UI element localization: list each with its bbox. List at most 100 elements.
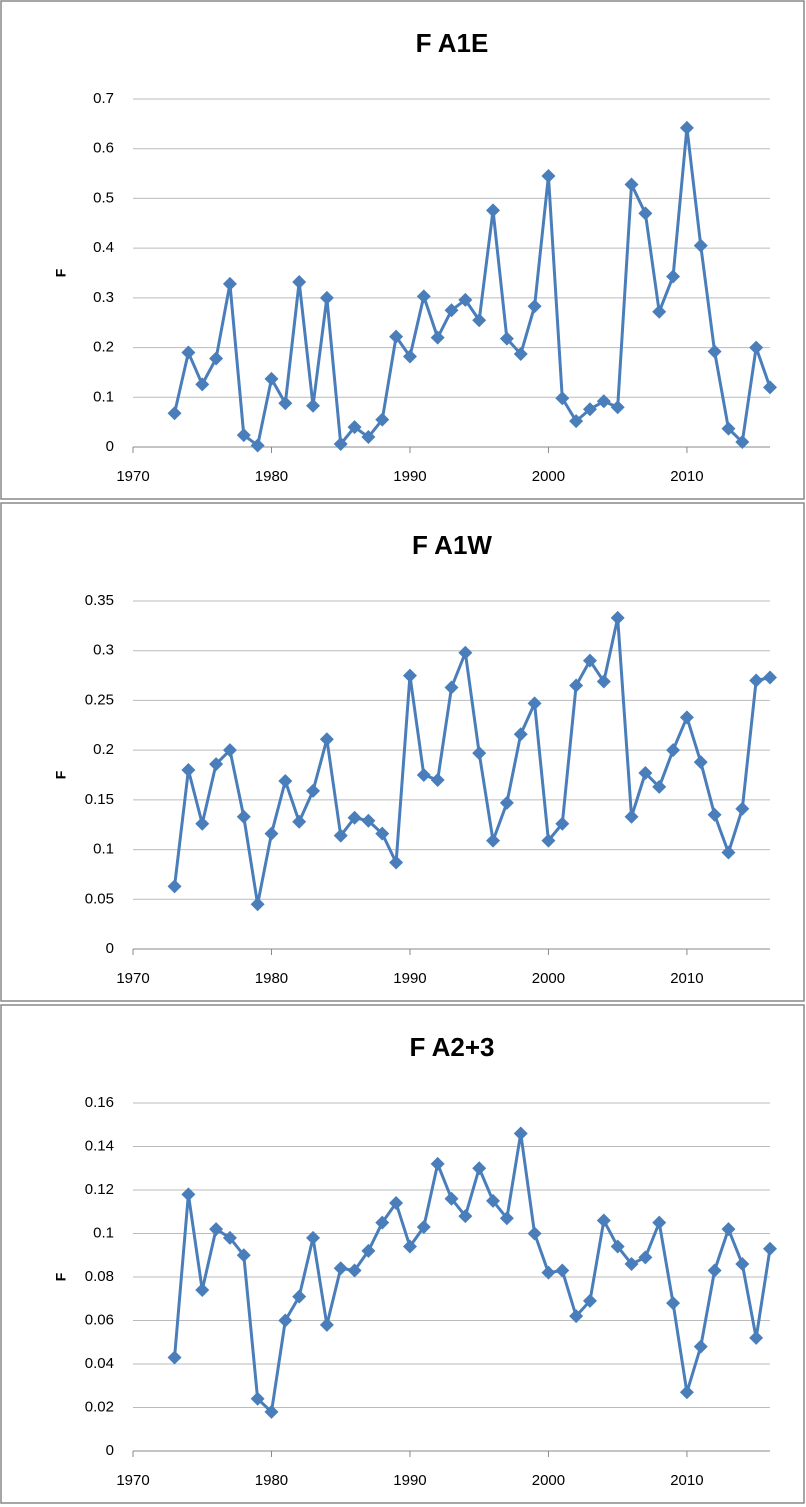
x-tick-label: 1980 [255, 1472, 288, 1489]
data-marker [486, 833, 501, 848]
data-marker [292, 1289, 307, 1304]
y-tick-label: 0.1 [93, 841, 114, 858]
data-marker [499, 1211, 514, 1226]
data-marker [569, 1309, 584, 1324]
data-marker [444, 1191, 459, 1206]
data-marker [652, 304, 667, 319]
data-marker [569, 414, 584, 429]
data-marker [222, 743, 237, 758]
y-tick-label: 0.14 [85, 1137, 114, 1154]
data-marker [402, 1239, 417, 1254]
x-tick-label: 2000 [532, 970, 565, 987]
data-marker [402, 349, 417, 364]
data-marker [236, 428, 251, 443]
y-tick-label: 0.35 [85, 592, 114, 609]
y-tick-label: 0 [106, 1442, 114, 1459]
y-tick-label: 0.16 [85, 1094, 114, 1111]
data-marker [666, 269, 681, 284]
data-marker [278, 396, 293, 411]
y-axis-label: F [53, 268, 69, 277]
y-tick-label: 0.7 [93, 90, 114, 107]
data-marker [333, 1261, 348, 1276]
data-marker [513, 347, 528, 362]
data-marker [375, 412, 390, 427]
chart-title: F A1E [416, 28, 489, 58]
data-marker [693, 238, 708, 253]
data-marker [596, 1213, 611, 1228]
y-tick-label: 0.3 [93, 289, 114, 306]
x-tick-label: 1990 [393, 1472, 426, 1489]
data-marker [375, 1215, 390, 1230]
x-tick-label: 2000 [532, 1472, 565, 1489]
data-marker [250, 438, 265, 453]
data-line [173, 126, 772, 448]
data-marker [693, 1339, 708, 1354]
data-marker [582, 402, 597, 417]
y-tick-label: 0.04 [85, 1355, 114, 1372]
data-marker [181, 345, 196, 360]
data-marker [458, 292, 473, 307]
data-marker [735, 801, 750, 816]
data-marker [347, 1263, 362, 1278]
data-marker [264, 826, 279, 841]
data-marker [527, 1226, 542, 1241]
data-marker [735, 435, 750, 450]
data-marker [361, 813, 376, 828]
y-tick-label: 0.06 [85, 1311, 114, 1328]
data-marker [666, 743, 681, 758]
data-marker [624, 809, 639, 824]
data-marker [444, 680, 459, 695]
panel-border [0, 502, 805, 1002]
data-marker [264, 1404, 279, 1419]
data-marker [444, 303, 459, 318]
data-marker [527, 299, 542, 314]
panel-border [0, 0, 805, 500]
data-marker [306, 783, 321, 798]
x-tick-label: 2000 [532, 468, 565, 485]
y-tick-label: 0.02 [85, 1398, 114, 1415]
data-marker [582, 653, 597, 668]
x-tick-label: 2010 [670, 468, 703, 485]
data-marker [472, 313, 487, 328]
data-marker [306, 1230, 321, 1245]
data-marker [596, 674, 611, 689]
data-marker [236, 809, 251, 824]
data-marker [582, 1293, 597, 1308]
x-tick-label: 1980 [255, 970, 288, 987]
data-marker [347, 810, 362, 825]
data-marker [430, 1156, 445, 1171]
x-tick-label: 1990 [393, 468, 426, 485]
data-marker [693, 755, 708, 770]
data-marker [430, 772, 445, 787]
data-marker [735, 1256, 750, 1271]
data-marker [721, 845, 736, 860]
data-marker [264, 371, 279, 386]
data-marker [333, 437, 348, 452]
data-marker [610, 400, 625, 415]
y-axis-label: F [53, 770, 69, 779]
data-marker [319, 1317, 334, 1332]
y-tick-label: 0.05 [85, 890, 114, 907]
data-marker [652, 779, 667, 794]
panel-border [0, 1004, 805, 1504]
x-tick-label: 1970 [116, 1472, 149, 1489]
data-marker [610, 610, 625, 625]
y-tick-label: 0.1 [93, 388, 114, 405]
x-tick-label: 2010 [670, 970, 703, 987]
data-marker [319, 732, 334, 747]
data-marker [389, 1196, 404, 1211]
data-marker [541, 1265, 556, 1280]
data-marker [486, 1193, 501, 1208]
data-marker [499, 795, 514, 810]
y-tick-label: 0.6 [93, 140, 114, 157]
data-marker [707, 1263, 722, 1278]
data-marker [195, 377, 210, 392]
data-marker [430, 330, 445, 345]
data-marker [610, 1239, 625, 1254]
data-marker [361, 430, 376, 445]
data-marker [181, 763, 196, 778]
data-marker [679, 1385, 694, 1400]
chart-panel: F A2+3 F 0 0.02 0.04 0.06 0.08 0.1 0.12 0.14 0.16 1… [0, 1004, 805, 1504]
data-marker [721, 1222, 736, 1237]
